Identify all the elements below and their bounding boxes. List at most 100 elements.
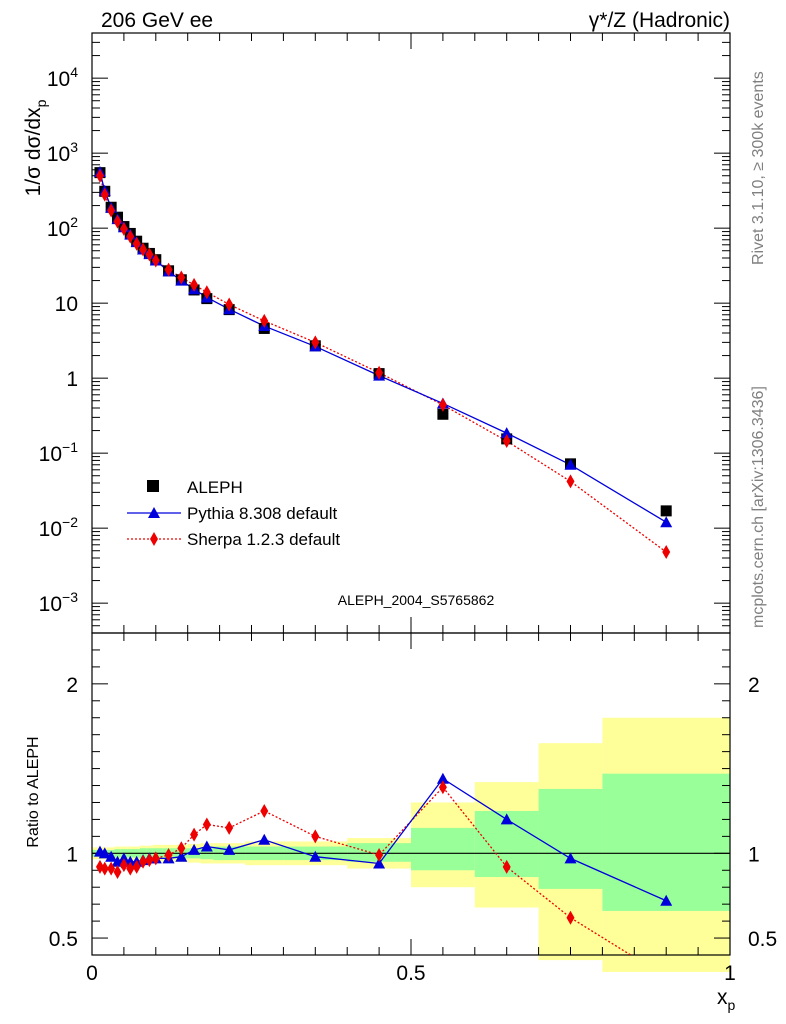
sherpa-ratio-point: [375, 848, 384, 863]
pythia-ratio-point: [309, 850, 322, 862]
sherpa-main-point: [107, 203, 116, 218]
pythia-ratio-point: [564, 852, 577, 864]
axis-ticks: [91, 32, 731, 956]
y-tick-label-ratio-left: 0.5: [49, 928, 78, 951]
y-axis-label-main: 1/σ dσ/dxp: [22, 99, 49, 196]
sherpa-main-point: [145, 247, 154, 262]
sherpa-ratio-point: [260, 803, 269, 818]
sherpa-main-point: [225, 297, 234, 312]
y-tick-label-main: 1: [66, 368, 78, 391]
y-tick-label-main: 103: [47, 139, 78, 166]
y-tick-label-main: 104: [47, 64, 78, 91]
aleph-data-point: [437, 408, 449, 420]
x-tick-label: 1: [724, 962, 736, 985]
aleph-data-point: [660, 505, 672, 517]
sherpa-ratio-point: [225, 820, 234, 835]
x-tick-label: 0.5: [396, 962, 425, 985]
x-tick-label: 0: [86, 962, 98, 985]
pythia-ratio-point: [258, 833, 271, 845]
sherpa-ratio-point: [126, 861, 135, 876]
legend: ALEPH Pythia 8.308 default Sherpa 1.2.3 …: [127, 478, 340, 549]
sherpa-ratio-point: [438, 780, 447, 795]
band-inner-18: [411, 827, 475, 871]
legend-label-pythia: Pythia 8.308 default: [187, 504, 338, 523]
x-axis-label: xp: [717, 986, 736, 1013]
axis-tick-labels: 0 0.5 1 1 10 104 103 102 10−1 10−2 10−3 2 2 1 1 0.5 0.5: [39, 64, 778, 985]
sherpa-main-point: [151, 253, 160, 268]
band-inner-21: [602, 773, 730, 911]
pythia-ratio-point: [223, 843, 236, 855]
sherpa-main-point: [113, 214, 122, 229]
main-series: [93, 166, 673, 560]
sherpa-main-point: [100, 187, 109, 202]
legend-label-aleph: ALEPH: [187, 478, 243, 497]
sherpa-main-point: [126, 229, 135, 244]
legend-marker-pythia: [148, 507, 160, 518]
sherpa-ratio-point: [662, 970, 670, 984]
y-tick-label-main: 10−2: [39, 514, 79, 541]
pythia-main-point: [660, 516, 673, 528]
sherpa-ratio-point: [139, 854, 148, 869]
sherpa-main-point: [95, 168, 104, 183]
header-right: γ*/Z (Hadronic): [589, 9, 730, 32]
sherpa-main-line: [99, 175, 667, 553]
sherpa-main-point: [662, 545, 671, 560]
pythia-ratio-point: [111, 855, 124, 867]
ratio-series: [93, 772, 673, 984]
y-tick-label-main: 10−3: [39, 589, 79, 616]
sherpa-ratio-point: [502, 859, 511, 874]
sherpa-main-point: [164, 262, 173, 277]
sherpa-ratio-point: [119, 858, 128, 873]
sherpa-ratio-point: [132, 859, 141, 874]
pythia-ratio-point: [188, 843, 201, 855]
sherpa-main-point: [139, 242, 148, 257]
pythia-ratio-point: [373, 857, 386, 869]
sherpa-ratio-point: [145, 853, 154, 868]
sherpa-main-point: [190, 277, 199, 292]
sherpa-ratio-point: [164, 848, 173, 863]
sherpa-main-point: [311, 335, 320, 350]
sherpa-main-point: [177, 270, 186, 285]
legend-label-sherpa: Sherpa 1.2.3 default: [187, 530, 340, 549]
y-tick-label-ratio-right: 2: [748, 674, 760, 697]
legend-marker-aleph: [147, 480, 159, 492]
y-tick-label-main: 10: [55, 293, 78, 316]
sherpa-main-point: [438, 397, 447, 412]
sherpa-main-point: [502, 434, 511, 449]
pythia-ratio-point: [500, 813, 513, 825]
y-tick-label-ratio-right: 0.5: [748, 928, 777, 951]
y-tick-label-main: 10−1: [39, 439, 79, 466]
mcplots-label: mcplots.cern.ch [arXiv:1306.3436]: [750, 386, 767, 628]
y-tick-label-ratio-left: 2: [66, 674, 78, 697]
y-tick-label-ratio-left: 1: [66, 843, 78, 866]
pythia-ratio-point: [117, 852, 130, 864]
pythia-ratio-point: [175, 850, 188, 862]
sherpa-ratio-point: [202, 817, 211, 832]
band-inner-20: [538, 788, 603, 889]
pythia-main-line: [99, 171, 667, 523]
pythia-ratio-point: [660, 894, 673, 906]
sherpa-ratio-point: [190, 827, 199, 842]
y-tick-label-main: 102: [47, 214, 78, 241]
header-left: 206 GeV ee: [101, 9, 213, 32]
y-tick-label-ratio-right: 1: [748, 843, 760, 866]
pythia-main-point: [500, 427, 513, 439]
pythia-ratio-point: [200, 840, 213, 852]
sherpa-main-point: [202, 285, 211, 300]
sherpa-ratio-point: [100, 861, 109, 876]
sherpa-ratio-point: [151, 851, 160, 866]
sherpa-main-point: [132, 236, 141, 251]
rivet-label: Rivet 3.1.10, ≥ 300k events: [750, 71, 767, 265]
pythia-ratio-point: [105, 850, 118, 862]
sherpa-ratio-point: [113, 864, 122, 879]
sherpa-main-point: [566, 474, 575, 489]
sherpa-main-point: [119, 221, 128, 236]
pythia-ratio-point: [436, 772, 449, 784]
ratio-uncertainty-bands: [92, 717, 730, 972]
analysis-watermark: ALEPH_2004_S5765862: [338, 592, 495, 608]
sherpa-ratio-point: [107, 861, 116, 876]
sherpa-ratio-point: [177, 841, 186, 856]
legend-marker-sherpa: [150, 532, 158, 546]
pythia-main-point: [564, 458, 577, 470]
